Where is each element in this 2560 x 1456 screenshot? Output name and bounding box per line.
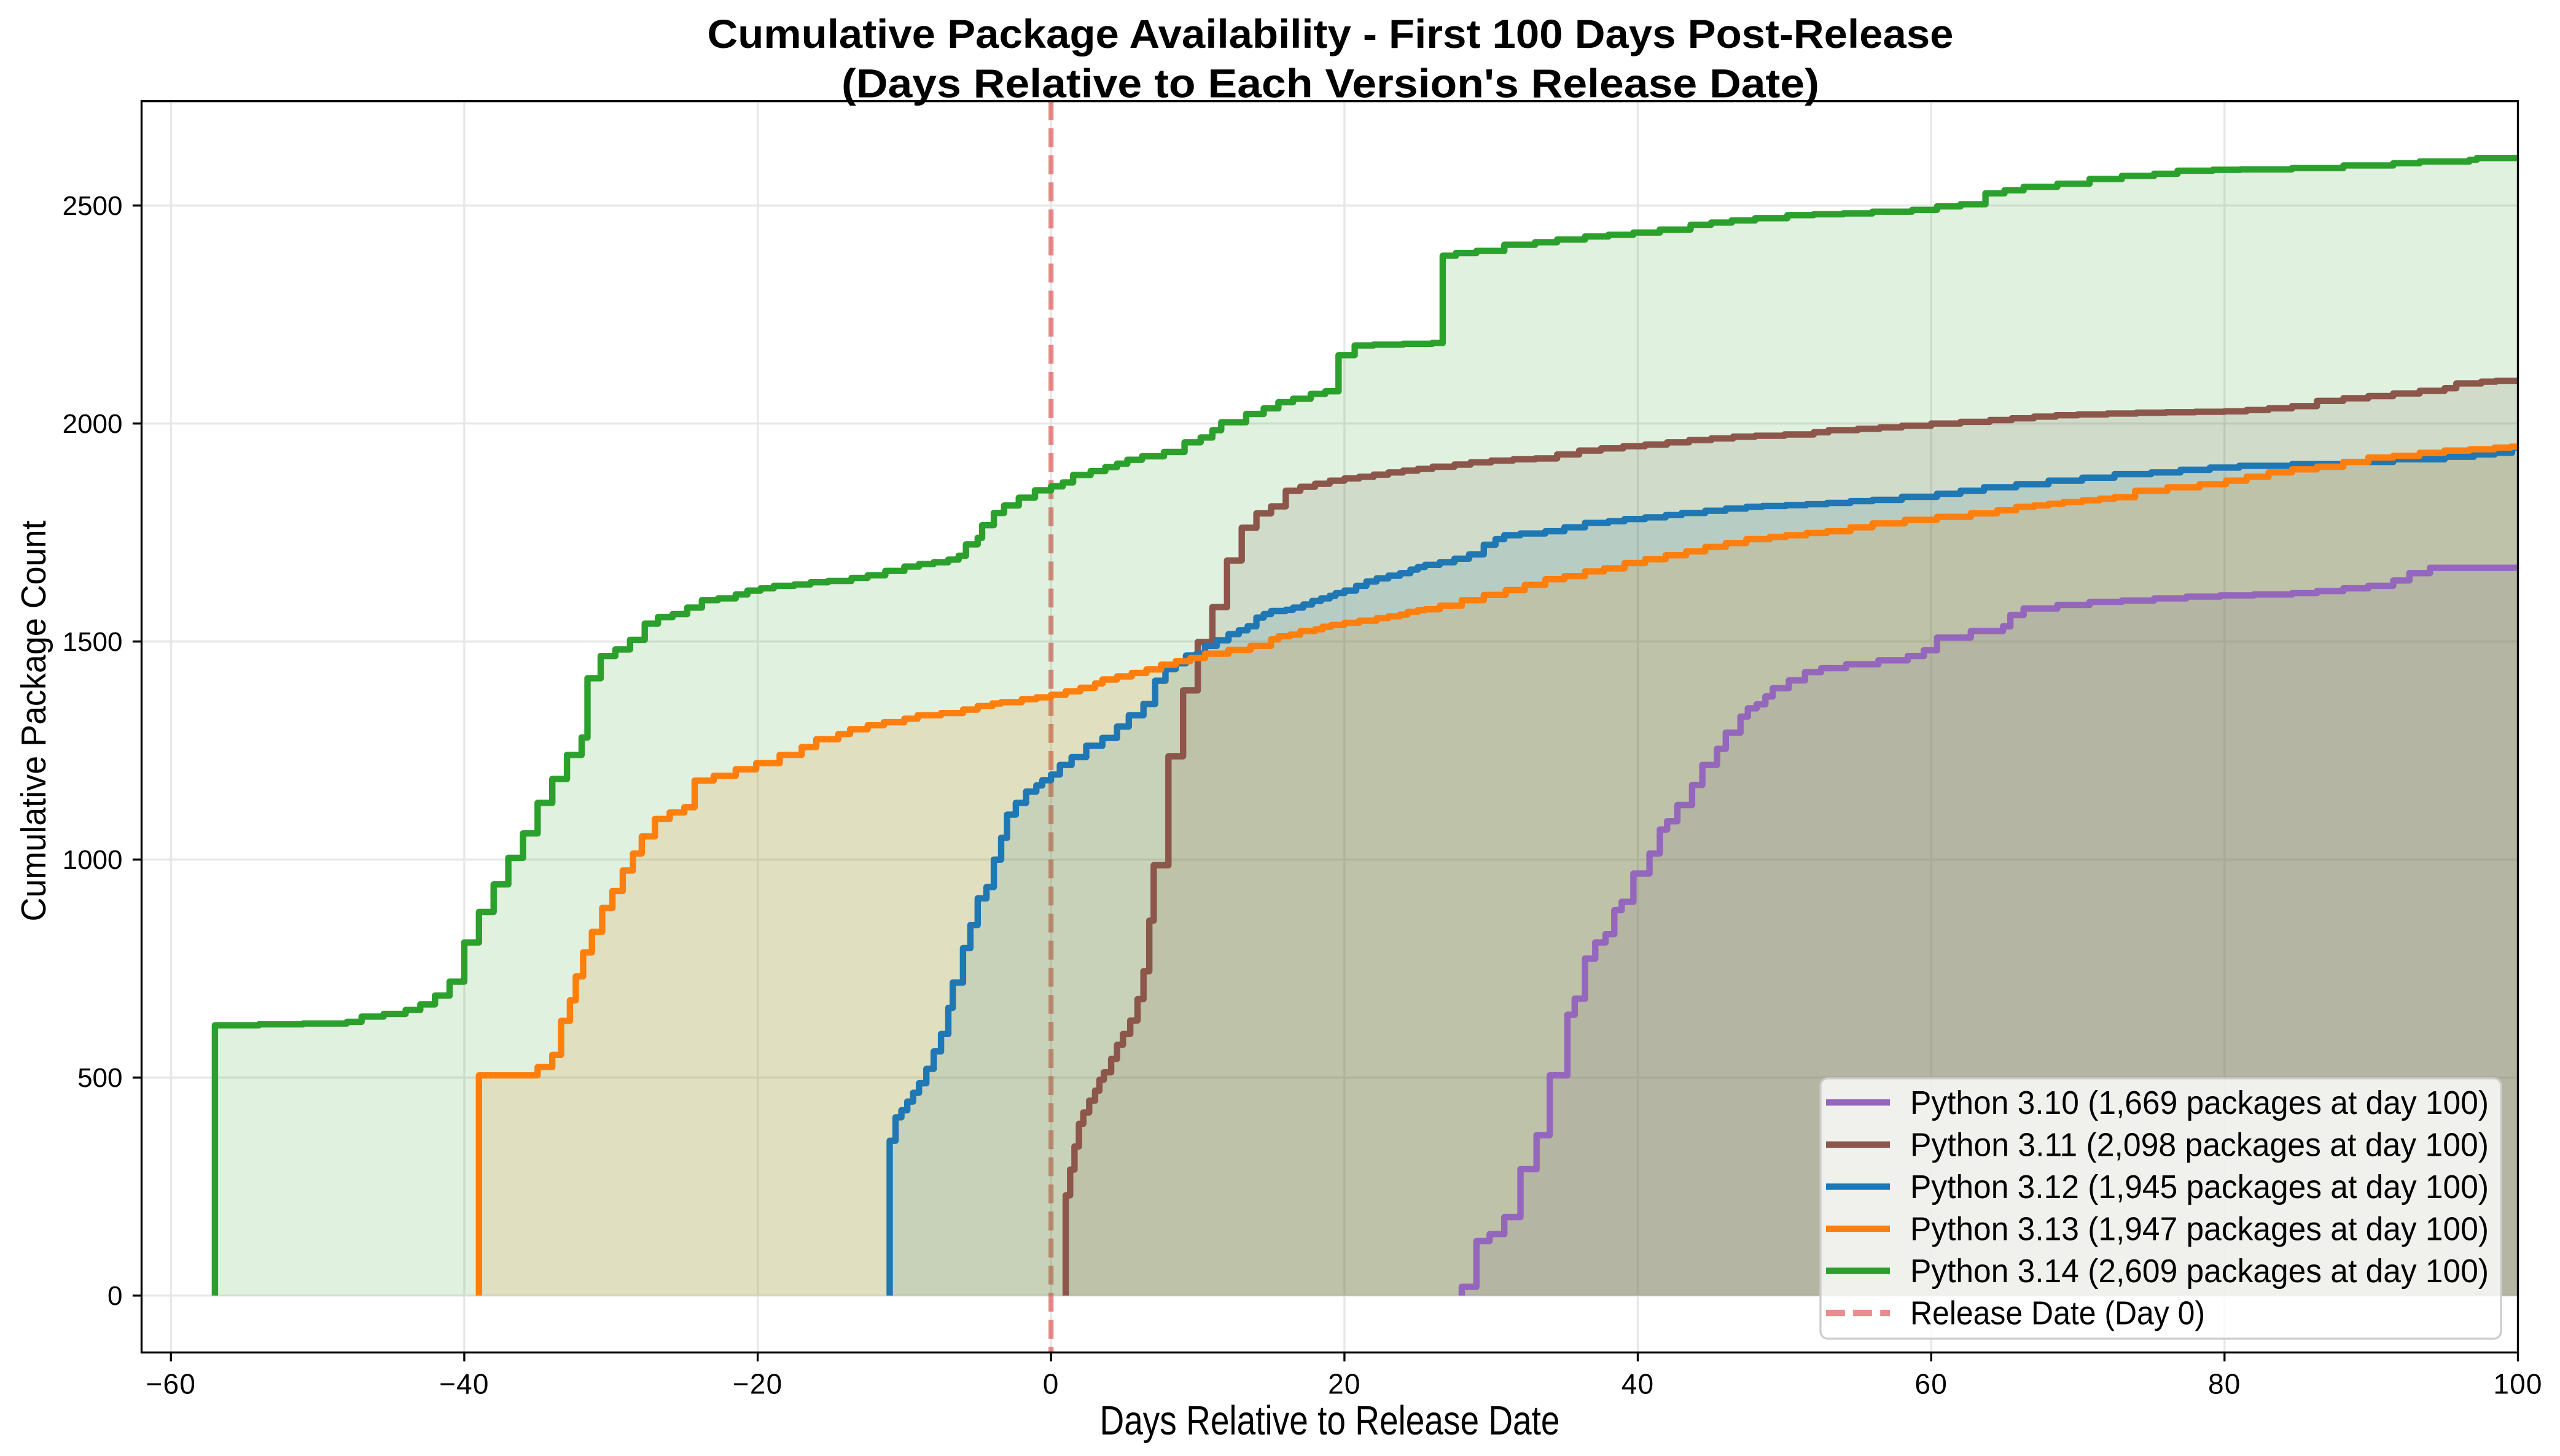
svg-text:Python 3.13 (1,947 packages at: Python 3.13 (1,947 packages at day 100) bbox=[1910, 1210, 2489, 1247]
svg-text:20: 20 bbox=[1328, 1368, 1361, 1400]
svg-text:−20: −20 bbox=[733, 1368, 783, 1400]
svg-text:80: 80 bbox=[2208, 1368, 2241, 1400]
svg-text:0: 0 bbox=[1043, 1368, 1060, 1400]
svg-text:1500: 1500 bbox=[63, 627, 123, 657]
svg-text:40: 40 bbox=[1621, 1368, 1655, 1400]
svg-text:Release Date (Day 0): Release Date (Day 0) bbox=[1910, 1295, 2205, 1332]
svg-text:500: 500 bbox=[77, 1063, 122, 1093]
svg-text:2000: 2000 bbox=[63, 409, 123, 439]
svg-text:Python 3.12 (1,945 packages at: Python 3.12 (1,945 packages at day 100) bbox=[1910, 1169, 2489, 1205]
svg-text:Python 3.11 (2,098 packages at: Python 3.11 (2,098 packages at day 100) bbox=[1910, 1126, 2489, 1163]
svg-text:0: 0 bbox=[107, 1281, 122, 1311]
svg-text:Python 3.14 (2,609 packages at: Python 3.14 (2,609 packages at day 100) bbox=[1910, 1253, 2489, 1290]
svg-text:Days Relative to Release Date: Days Relative to Release Date bbox=[1100, 1398, 1560, 1444]
svg-text:60: 60 bbox=[1914, 1368, 1948, 1400]
svg-text:2500: 2500 bbox=[63, 191, 123, 221]
svg-text:−40: −40 bbox=[439, 1368, 490, 1400]
svg-text:Cumulative Package Availabilit: Cumulative Package Availability - First … bbox=[708, 11, 1954, 56]
svg-text:−60: −60 bbox=[146, 1368, 196, 1400]
svg-text:(Days Relative to Each Version: (Days Relative to Each Version's Release… bbox=[841, 61, 1819, 106]
svg-text:1000: 1000 bbox=[63, 845, 123, 875]
svg-text:Cumulative Package Count: Cumulative Package Count bbox=[14, 520, 53, 921]
svg-text:100: 100 bbox=[2493, 1368, 2542, 1400]
svg-text:Python 3.10 (1,669 packages at: Python 3.10 (1,669 packages at day 100) bbox=[1910, 1084, 2489, 1121]
